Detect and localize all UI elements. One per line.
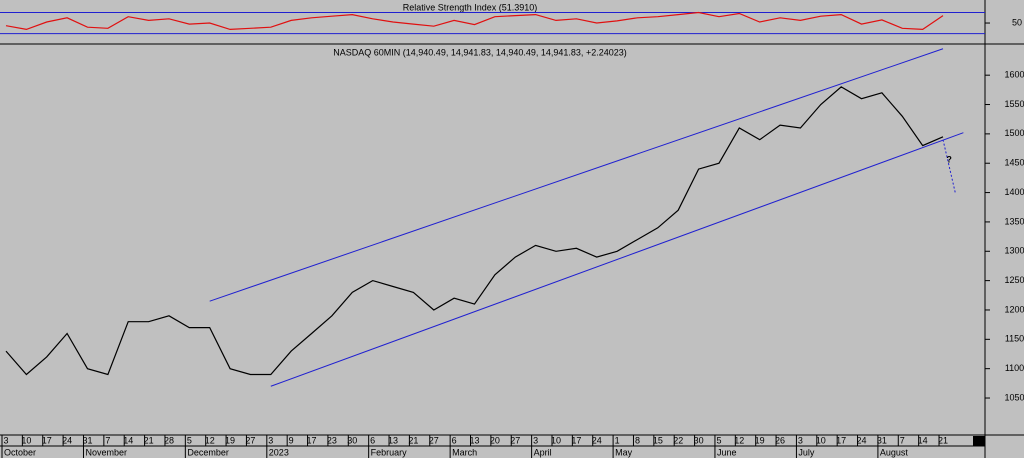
x-tick-label: 30 [347,435,357,445]
x-tick-label: 30 [694,435,704,445]
y-tick-label: 12500 [1004,275,1024,285]
price-line [5,11,944,31]
month-label: November [85,447,127,457]
trend-line [942,139,956,193]
x-tick-label: 14 [918,435,928,445]
x-tick-label: 3 [268,435,273,445]
y-tick-label: 15500 [1004,99,1024,109]
month-label: July [798,447,815,457]
x-tick-label: 7 [900,435,905,445]
x-tick-label: 27 [429,435,439,445]
x-tick-label: 14 [123,435,133,445]
x-tick-label: 10 [551,435,561,445]
x-tick-label: 31 [82,435,92,445]
x-tick-label: 20 [490,435,500,445]
x-tick-label: 24 [62,435,72,445]
x-tick-label: 3 [533,435,538,445]
x-tick-label: 17 [307,435,317,445]
x-tick-label: 3 [3,435,8,445]
y-tick-label: 16000 [1004,70,1024,80]
rsi-title: Relative Strength Index (51.3910) [403,2,538,12]
x-tick-label: 28 [164,435,174,445]
month-label: August [880,447,909,457]
month-label: February [371,447,408,457]
x-tick-label: 27 [510,435,520,445]
month-label: October [4,447,36,457]
x-tick-label: 19 [225,435,235,445]
x-tick-label: 15 [653,435,663,445]
scroll-marker [973,436,985,446]
x-tick-label: 21 [408,435,418,445]
y-tick-label: 11000 [1005,363,1024,373]
x-tick-label: 19 [755,435,765,445]
x-tick-label: 27 [245,435,255,445]
x-tick-label: 26 [775,435,785,445]
annotation: ? [946,155,952,165]
x-tick-label: 8 [635,435,640,445]
x-tick-label: 12 [205,435,215,445]
x-tick-label: 31 [877,435,887,445]
x-tick-label: 10 [816,435,826,445]
x-tick-label: 24 [592,435,602,445]
x-tick-label: 13 [388,435,398,445]
y-tick-label: 15000 [1004,128,1024,138]
y-tick-label: 14000 [1004,187,1024,197]
x-tick-label: 13 [470,435,480,445]
y-tick-label: 11500 [1005,334,1024,344]
month-label: December [187,447,229,457]
month-label: 2023 [269,447,289,457]
trend-line [270,132,964,387]
x-tick-label: 12 [734,435,744,445]
y-tick-label: 14500 [1004,158,1024,168]
month-label: March [452,447,477,457]
y-tick-label: 50 [1012,17,1022,27]
x-tick-label: 23 [327,435,337,445]
x-tick-label: 5 [187,435,192,445]
price-line [5,86,944,376]
y-tick-label: 13000 [1004,246,1024,256]
x-tick-label: 6 [370,435,375,445]
x-tick-label: 21 [938,435,948,445]
x-tick-label: 9 [289,435,294,445]
x-tick-label: 7 [105,435,110,445]
month-label: June [717,447,737,457]
x-tick-label: 17 [836,435,846,445]
x-tick-label: 3 [798,435,803,445]
price-title: NASDAQ 60MIN (14,940.49, 14,941.83, 14,9… [333,47,626,57]
month-label: May [615,447,633,457]
x-tick-label: 22 [673,435,683,445]
y-tick-label: 12000 [1004,304,1024,314]
x-tick-label: 10 [21,435,31,445]
y-tick-label: 13500 [1004,216,1024,226]
x-tick-label: 24 [857,435,867,445]
x-tick-label: 1 [615,435,620,445]
x-tick-label: 21 [144,435,154,445]
trend-line [209,48,944,302]
x-tick-label: 17 [571,435,581,445]
x-tick-label: 6 [452,435,457,445]
x-tick-label: 17 [42,435,52,445]
x-tick-label: 5 [716,435,721,445]
month-label: April [534,447,552,457]
y-tick-label: 10500 [1004,392,1024,402]
